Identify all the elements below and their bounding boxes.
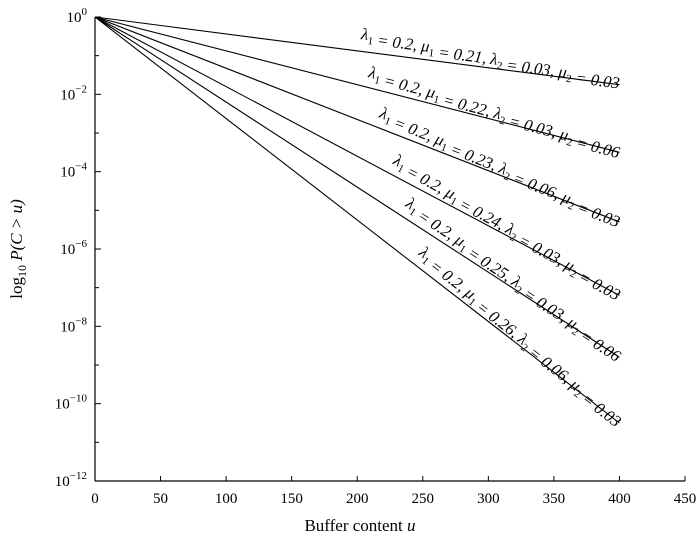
x-tick-label: 50 [153,491,168,507]
series-line-6 [94,16,620,424]
x-tick-label: 250 [412,491,435,507]
series-line-3 [94,16,620,223]
series-line-5 [94,16,620,358]
series [94,16,620,424]
x-tick-label: 0 [91,491,99,507]
x-tick-label: 100 [215,491,238,507]
x-tick-label: 350 [543,491,566,507]
x-axis-title: Buffer content u [304,516,415,535]
y-tick-label: 10−12 [55,470,87,490]
y-tick-label: 10−8 [60,315,87,335]
x-tick-label: 300 [477,491,500,507]
y-tick-label: 10−2 [60,83,87,103]
y-tick-label: 10−4 [60,161,87,181]
x-tick-label: 200 [346,491,369,507]
y-tick-label: 100 [67,6,88,26]
y-tick-label: 10−10 [55,393,88,413]
series-line-1 [94,16,620,86]
x-tick-label: 450 [674,491,697,507]
x-tick-label: 400 [608,491,631,507]
y-tick-label: 10−6 [60,238,87,258]
y-axis-title: log10 P(C > u) [7,199,29,299]
x-tick-label: 150 [280,491,303,507]
series-line-2 [94,16,620,153]
series-labels: λ1 = 0.2, μ1 = 0.21, λ2 = 0.03, μ2 = 0.0… [359,24,625,431]
ticks: 0 50 100 150 200 250 300 350 400 450 100 10−2 10−4 10… [55,6,696,507]
series-line-4 [94,16,620,296]
